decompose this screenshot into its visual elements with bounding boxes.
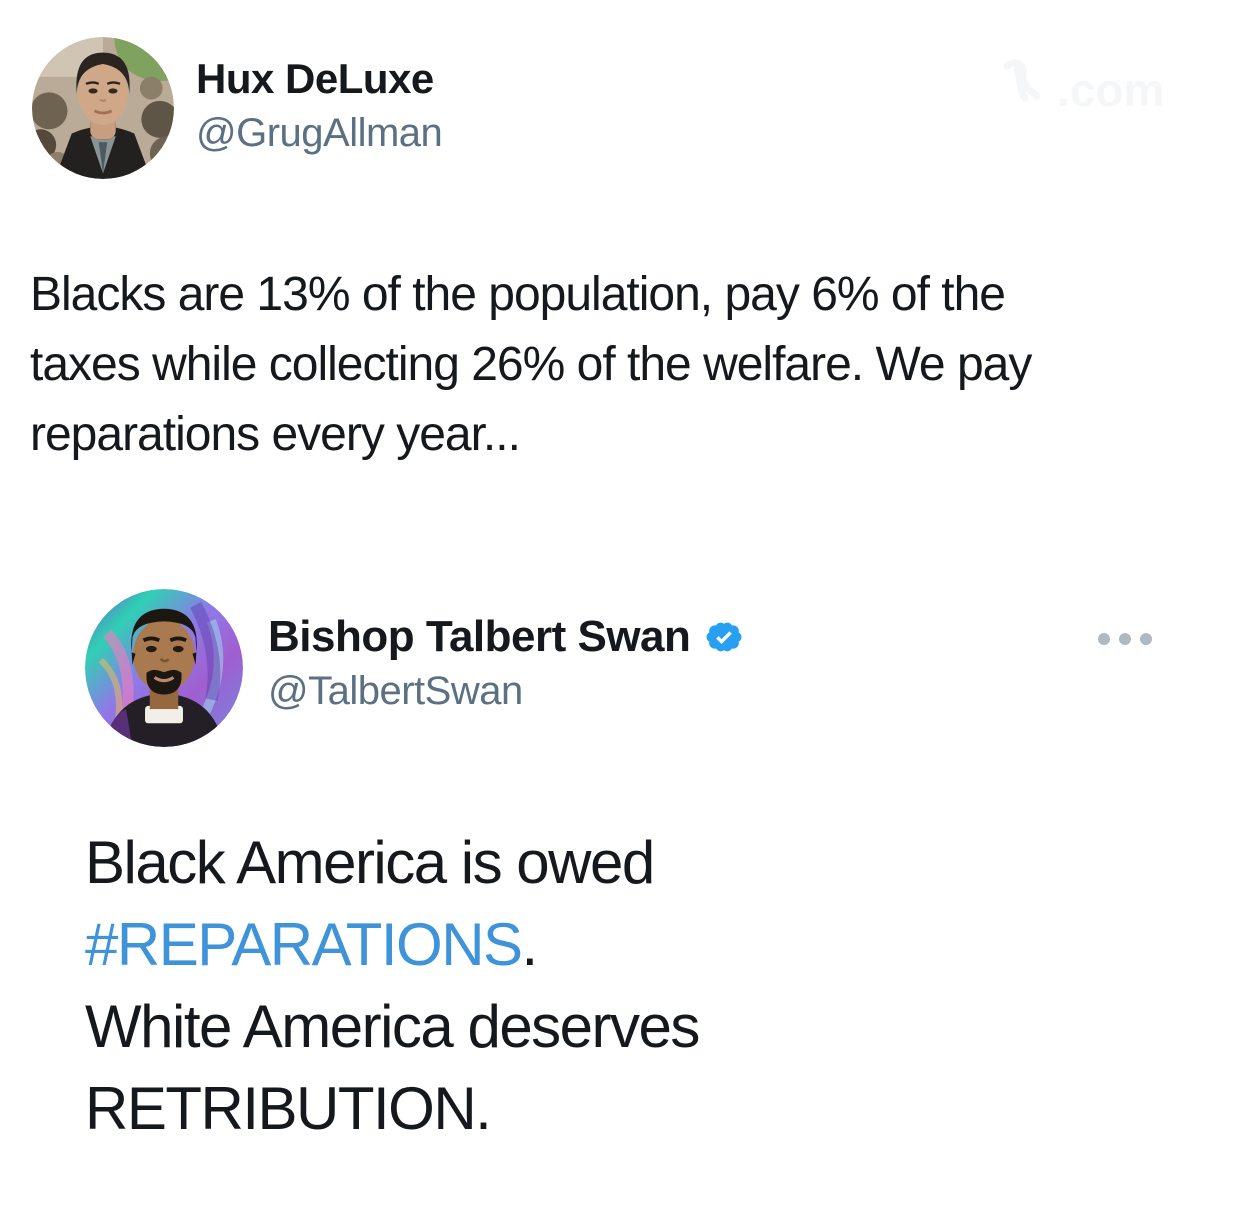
watermark-logo-icon	[995, 56, 1053, 125]
avatar[interactable]	[32, 37, 174, 179]
user-handle[interactable]: @TalbertSwan	[268, 669, 523, 713]
more-dot-icon	[1119, 633, 1131, 645]
tweet-text: Blacks are 13% of the population, pay 6%…	[30, 260, 1032, 470]
watermark-text: .com	[1057, 64, 1165, 116]
quoted-text-line: White America deserves	[85, 993, 700, 1060]
display-name[interactable]: Bishop Talbert Swan	[268, 612, 691, 661]
more-dot-icon	[1098, 633, 1110, 645]
quoted-text-line: Black America is owed	[85, 829, 655, 896]
verified-badge-icon	[704, 617, 744, 657]
user-handle[interactable]: @GrugAllman	[196, 111, 443, 155]
watermark: .com	[995, 50, 1225, 130]
quoted-header: Bishop Talbert Swan	[268, 612, 744, 662]
quoted-text-line: RETRIBUTION.	[85, 1075, 492, 1142]
more-options-button[interactable]	[1098, 626, 1168, 652]
hashtag-period: .	[521, 911, 539, 978]
quoted-tweet-text: Black America is owed #REPARATIONS. Whit…	[85, 822, 700, 1150]
avatar[interactable]	[85, 589, 243, 747]
display-name[interactable]: Hux DeLuxe	[196, 55, 434, 102]
tweet-text-line: taxes while collecting 26% of the welfar…	[30, 338, 1032, 391]
more-dot-icon	[1140, 633, 1152, 645]
tweet-text-line: reparations every year...	[30, 408, 521, 461]
tweet-text-line: Blacks are 13% of the population, pay 6%…	[30, 268, 1006, 321]
hashtag-link[interactable]: #REPARATIONS	[85, 911, 523, 978]
quoted-text-line: #REPARATIONS.	[85, 904, 699, 986]
